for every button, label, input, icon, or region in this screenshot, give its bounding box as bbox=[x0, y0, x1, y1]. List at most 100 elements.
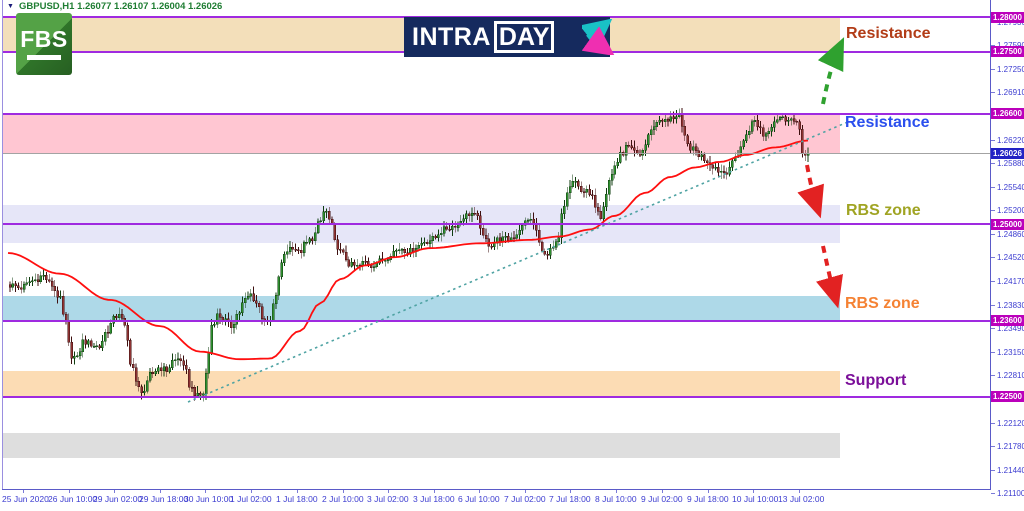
time-tick bbox=[69, 490, 70, 493]
time-axis-label: 8 Jul 10:00 bbox=[595, 494, 637, 504]
price-tick bbox=[991, 469, 995, 471]
time-axis-label: 30 Jun 10:00 bbox=[184, 494, 234, 504]
time-axis-label: 3 Jul 18:00 bbox=[413, 494, 455, 504]
price-tick-label: 1.25880 bbox=[997, 159, 1024, 169]
price-tick-label: 1.24860 bbox=[997, 229, 1024, 239]
zone-label: Resistance bbox=[846, 25, 931, 42]
fbs-logo-text: FBS bbox=[20, 26, 68, 52]
fbs-logo-underline bbox=[27, 55, 61, 60]
price-tick-label: 1.21440 bbox=[997, 465, 1024, 475]
price-tick bbox=[991, 446, 995, 448]
price-level-line bbox=[3, 319, 990, 322]
time-axis-label: 25 Jun 2020 bbox=[2, 494, 49, 504]
intraday-logo-day-box: DAY bbox=[493, 21, 555, 53]
symbol-ohlc-readout: GBPUSD,H1 1.26077 1.26107 1.26004 1.2602… bbox=[19, 1, 223, 12]
down-trend-arrow bbox=[797, 164, 824, 219]
zone-label: Resistance bbox=[845, 114, 930, 131]
time-tick bbox=[160, 490, 161, 493]
time-axis-label: 6 Jul 10:00 bbox=[458, 494, 500, 504]
plot-left-border bbox=[2, 0, 3, 489]
intraday-arrows-icon bbox=[582, 19, 615, 55]
price-tick bbox=[991, 257, 995, 259]
time-axis-label: 1 Jul 02:00 bbox=[230, 494, 272, 504]
price-tick bbox=[991, 233, 995, 235]
price-tick-label: 1.23490 bbox=[997, 324, 1024, 334]
time-axis-label: 10 Jul 10:00 bbox=[732, 494, 779, 504]
time-tick bbox=[297, 490, 298, 493]
zone-band bbox=[3, 113, 840, 154]
current-price-badge: 1.26026 bbox=[991, 147, 1024, 159]
fbs-logo: FBS bbox=[16, 13, 72, 75]
intraday-logo: INTRA DAY bbox=[404, 17, 615, 57]
price-tick-label: 1.21100 bbox=[997, 489, 1024, 499]
price-tick bbox=[991, 493, 995, 495]
time-axis-label: 13 Jul 02:00 bbox=[778, 494, 825, 504]
time-axis-label: 2 Jul 10:00 bbox=[322, 494, 364, 504]
time-tick bbox=[570, 490, 571, 493]
time-tick bbox=[753, 490, 754, 493]
price-level-line bbox=[3, 395, 990, 398]
price-level-line bbox=[3, 112, 990, 115]
price-tick bbox=[991, 375, 995, 377]
zone-band bbox=[3, 433, 840, 458]
price-level-badge: 1.26600 bbox=[991, 108, 1024, 120]
price-tick bbox=[991, 139, 995, 141]
time-tick bbox=[662, 490, 663, 493]
zone-label: RBS zone bbox=[845, 295, 920, 312]
price-tick bbox=[991, 163, 995, 165]
price-tick-label: 1.22810 bbox=[997, 371, 1024, 381]
time-axis-border bbox=[2, 489, 991, 490]
time-axis-label: 9 Jul 02:00 bbox=[641, 494, 683, 504]
price-tick-label: 1.25200 bbox=[997, 206, 1024, 216]
price-tick-label: 1.23830 bbox=[997, 300, 1024, 310]
time-axis-label: 29 Jun 02:00 bbox=[93, 494, 143, 504]
price-tick-label: 1.25540 bbox=[997, 182, 1024, 192]
moving-average-line bbox=[7, 139, 809, 361]
price-level-badge: 1.28000 bbox=[991, 11, 1024, 23]
time-tick bbox=[434, 490, 435, 493]
zone-band bbox=[3, 295, 840, 321]
symbol-dropdown-icon[interactable]: ▼ bbox=[7, 3, 14, 10]
down-trend-arrow bbox=[816, 245, 843, 309]
price-tick bbox=[991, 351, 995, 353]
price-tick bbox=[991, 304, 995, 306]
price-tick bbox=[991, 92, 995, 94]
price-tick-label: 1.24520 bbox=[997, 253, 1024, 263]
price-tick-label: 1.24170 bbox=[997, 277, 1024, 287]
current-price-line bbox=[3, 153, 990, 155]
time-tick bbox=[616, 490, 617, 493]
time-axis-label: 26 Jun 10:00 bbox=[48, 494, 98, 504]
price-tick bbox=[991, 328, 995, 330]
time-tick bbox=[251, 490, 252, 493]
price-axis-border bbox=[990, 0, 991, 489]
intraday-logo-text: INTRA bbox=[412, 22, 491, 51]
time-tick bbox=[23, 490, 24, 493]
price-level-badge: 1.22500 bbox=[991, 391, 1024, 402]
time-axis-label: 29 Jun 18:00 bbox=[139, 494, 189, 504]
price-tick-label: 1.23150 bbox=[997, 347, 1024, 357]
time-tick bbox=[343, 490, 344, 493]
time-tick bbox=[479, 490, 480, 493]
price-tick bbox=[991, 210, 995, 212]
zone-label: Support bbox=[845, 372, 907, 389]
price-level-badge: 1.25000 bbox=[991, 218, 1024, 230]
time-axis-label: 7 Jul 02:00 bbox=[504, 494, 546, 504]
time-tick bbox=[708, 490, 709, 493]
price-tick-label: 1.21780 bbox=[997, 442, 1024, 452]
price-level-line bbox=[3, 223, 990, 225]
up-trend-arrow bbox=[817, 37, 845, 105]
time-tick bbox=[388, 490, 389, 493]
time-axis-label: 1 Jul 18:00 bbox=[276, 494, 318, 504]
price-tick bbox=[991, 68, 995, 70]
time-tick bbox=[205, 490, 206, 493]
price-tick-label: 1.26220 bbox=[997, 135, 1024, 145]
time-axis-label: 3 Jul 02:00 bbox=[367, 494, 409, 504]
time-tick bbox=[114, 490, 115, 493]
price-level-badge: 1.27500 bbox=[991, 46, 1024, 57]
price-level-badge: 1.23600 bbox=[991, 315, 1024, 327]
zone-band bbox=[3, 371, 840, 397]
price-tick bbox=[991, 45, 995, 47]
time-tick bbox=[525, 490, 526, 493]
price-tick-label: 1.27590 bbox=[997, 41, 1024, 50]
